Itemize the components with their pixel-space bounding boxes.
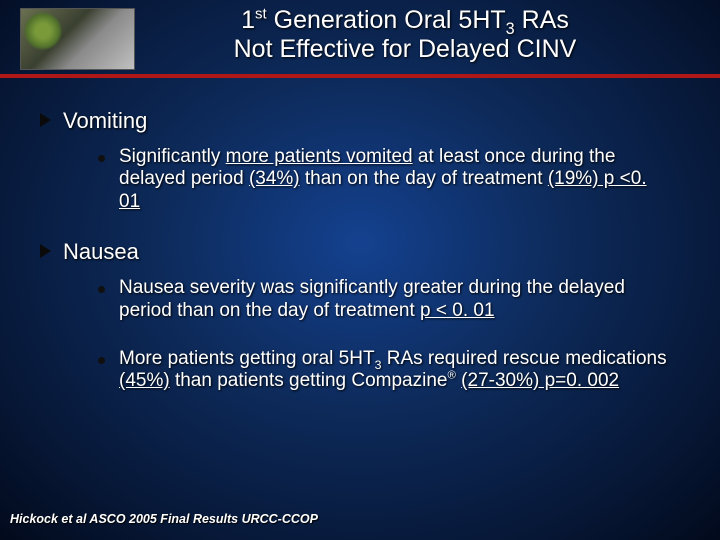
slide-title: 1st Generation Oral 5HT3 RAs Not Effecti… bbox=[150, 6, 700, 64]
arrow-icon bbox=[40, 113, 51, 127]
text-frag: than patients getting Compazine bbox=[170, 370, 448, 391]
text-frag: Nausea severity was significantly greate… bbox=[119, 277, 625, 320]
text-frag: RAs required rescue medications bbox=[381, 348, 666, 369]
bullet-nausea-label: Nausea bbox=[63, 239, 139, 265]
title-line1-pre: 1 bbox=[241, 6, 255, 34]
bullet-nausea: Nausea bbox=[40, 239, 680, 265]
subbullet-nausea-1-text: Nausea severity was significantly greate… bbox=[119, 277, 680, 322]
subbullet-nausea-2: More patients getting oral 5HT3 RAs requ… bbox=[98, 348, 680, 393]
text-underline: (45%) bbox=[119, 370, 170, 391]
subbullet-vomiting-1: Significantly more patients vomited at l… bbox=[98, 146, 680, 213]
text-sup: ® bbox=[447, 370, 455, 382]
text-underline: p < 0. 01 bbox=[420, 300, 494, 321]
citation-footer: Hickock et al ASCO 2005 Final Results UR… bbox=[10, 512, 318, 526]
text-underline: (34%) bbox=[249, 168, 300, 189]
title-line1-post: RAs bbox=[515, 6, 569, 34]
arrow-icon bbox=[40, 244, 51, 258]
header-thumbnail bbox=[20, 8, 135, 70]
slide-header: 1st Generation Oral 5HT3 RAs Not Effecti… bbox=[0, 0, 720, 78]
subbullet-nausea-1: Nausea severity was significantly greate… bbox=[98, 277, 680, 322]
slide-body: Vomiting Significantly more patients vom… bbox=[0, 78, 720, 393]
dot-icon bbox=[98, 286, 105, 293]
title-sup: st bbox=[255, 6, 267, 23]
text-frag: More patients getting oral 5HT bbox=[119, 348, 375, 369]
title-line1-mid: Generation Oral 5HT bbox=[267, 6, 506, 34]
text-frag: Significantly bbox=[119, 146, 226, 167]
subbullet-nausea-2-text: More patients getting oral 5HT3 RAs requ… bbox=[119, 348, 680, 393]
dot-icon bbox=[98, 155, 105, 162]
subbullet-vomiting-1-text: Significantly more patients vomited at l… bbox=[119, 146, 680, 213]
bullet-vomiting: Vomiting bbox=[40, 108, 680, 134]
header-underline bbox=[0, 74, 720, 78]
text-underline: more patients vomited bbox=[226, 146, 413, 167]
bullet-vomiting-label: Vomiting bbox=[63, 108, 147, 134]
text-frag: than on the day of treatment bbox=[300, 168, 548, 189]
title-line2: Not Effective for Delayed CINV bbox=[234, 35, 577, 63]
text-underline: (27-30%) p=0. 002 bbox=[461, 370, 619, 391]
dot-icon bbox=[98, 357, 105, 364]
